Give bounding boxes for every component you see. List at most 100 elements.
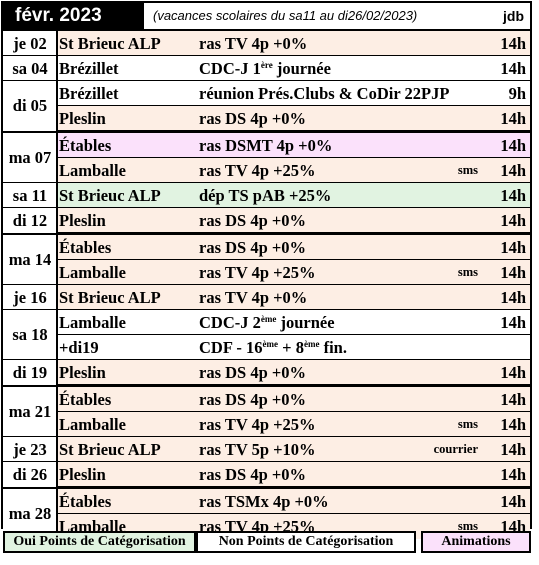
date-cell: di 19 [3,360,57,385]
row-time: 14h [500,363,526,382]
row-time: 9h [508,84,526,103]
legend-animations-label: Animations [441,534,511,549]
table-row: Pleslin ras DS 4p +0% 14h [3,360,530,385]
table-row: Pleslin ras DS 4p +0% 14h [3,106,530,131]
row-place: Pleslin [59,211,106,230]
row-divider [3,55,530,56]
legend-animations: Animations [421,531,531,553]
table-row: Étables ras DSMT 4p +0% 14h [3,133,530,158]
date-label: di 19 [12,362,48,382]
row-event-text: CDF - 16 [199,338,263,357]
row-event-text: CDC-J 2 [199,313,261,332]
row-place: Étables [59,492,112,511]
row-divider [3,284,530,285]
row-event: ras DS 4p +0% [199,462,306,487]
row-divider [3,157,530,158]
table-row: Pleslin ras DS 4p +0% 14h [3,208,530,233]
table-row: Lamballe ras TV 4p +25% sms 14h [3,158,530,183]
row-event-text: ras DS 4p +0% [199,390,307,409]
row-event: ras TV 4p +0% [199,31,307,56]
row-event: CDC-J 1ère journée [199,56,331,81]
row-note: sms [457,265,478,279]
row-time: 14h [500,136,526,155]
row-divider [3,182,530,183]
date-cell: di 05 [3,81,57,131]
row-event-text: ras DS 4p +0% [199,238,307,257]
row-event-sup: ème [303,339,320,349]
row-event-text: ras TV 5p +10% [199,440,316,459]
calendar-table: févr. 2023 (vacances scolaires du sa11 a… [1,1,532,539]
row-event: ras DS 4p +0% [199,208,306,233]
row-time: 14h [500,59,526,78]
table-row: Étables ras TSMx 4p +0% 14h [3,489,530,514]
row-note: sms [457,519,478,533]
row-time: 14h [500,34,526,53]
row-place: St Brieuc ALP [59,440,161,459]
table-row: Lamballe CDC-J 2ème journée 14h [3,310,530,335]
table-row: Brézillet CDC-J 1ère journée 14h [3,56,530,81]
row-event: ras TV 4p +25% [199,412,316,437]
date-cell: sa 04 [3,56,57,81]
table-row: Étables ras DS 4p +0% 14h [3,235,530,260]
date-cell: ma 07 [3,133,57,183]
row-note: courrier [433,442,478,456]
date-label: di 05 [12,96,48,115]
date-label: ma 28 [8,504,52,523]
row-event-text: ras DS 4p +0% [199,363,307,382]
row-place: Lamballe [59,415,126,434]
date-divider [3,55,57,56]
row-event-text: ras DS 4p +0% [199,109,307,128]
date-cell: di 26 [3,462,57,487]
row-time: 14h [500,440,526,459]
row-divider [3,232,530,235]
row-event-text: CDC-J 1 [199,59,261,78]
table-row: St Brieuc ALP ras TV 5p +10% courrier 14h [3,437,530,462]
row-event-sup: ème [260,314,277,324]
legend-oui-label: Oui Points de Catégorisation [13,534,186,549]
row-event-after: journée [272,59,331,78]
legend-non: Non Points de Catégorisation [196,531,416,553]
table-row: +di19 CDF - 16ème + 8ème fin. [3,335,530,360]
row-place: Pleslin [59,465,106,484]
date-cell: di 12 [3,208,57,233]
row-divider [3,259,530,260]
row-time: 14h [500,186,526,205]
row-note: sms [457,163,478,177]
date-label: sa 18 [12,325,48,344]
row-place: Pleslin [59,109,106,128]
row-event-after: fin. [319,338,347,357]
table-row: Brézillet réunion Prés.Clubs & CoDir 22PJ… [3,81,530,106]
row-event-text: réunion Prés.Clubs & CoDir 22PJP [199,84,450,103]
row-place: +di19 [59,338,99,357]
table-row: Pleslin ras DS 4p +0% 14h [3,462,530,487]
date-label: di 26 [12,464,48,484]
row-event: ras TV 4p +25% [199,260,316,285]
row-place: St Brieuc ALP [59,186,161,205]
row-place: Étables [59,390,112,409]
date-cell: je 16 [3,285,57,310]
row-event: ras TV 4p +0% [199,285,307,310]
date-cell: ma 14 [3,235,57,285]
date-cell: sa 11 [3,183,57,208]
row-place: St Brieuc ALP [59,288,161,307]
row-event-text: ras TV 4p +0% [199,34,308,53]
row-divider [3,486,530,489]
row-note: sms [457,417,478,431]
date-divider [3,80,57,81]
row-event-text: ras DS 4p +0% [199,465,307,484]
date-column-divider [56,31,58,539]
row-event-text: dép TS pAB +25% [199,186,332,205]
date-label: je 23 [13,439,47,459]
row-time: 14h [500,288,526,307]
row-divider [3,384,530,387]
row-event: CDF - 16ème + 8ème fin. [199,335,347,360]
row-time: 14h [500,238,526,257]
date-cell: sa 18 [3,310,57,360]
row-place: St Brieuc ALP [59,34,161,53]
row-event-after: journée [276,313,335,332]
date-divider [3,284,57,285]
row-time: 14h [500,313,526,332]
row-divider [3,461,530,462]
legend-oui: Oui Points de Catégorisation [3,531,196,553]
row-place: Brézillet [59,84,119,103]
